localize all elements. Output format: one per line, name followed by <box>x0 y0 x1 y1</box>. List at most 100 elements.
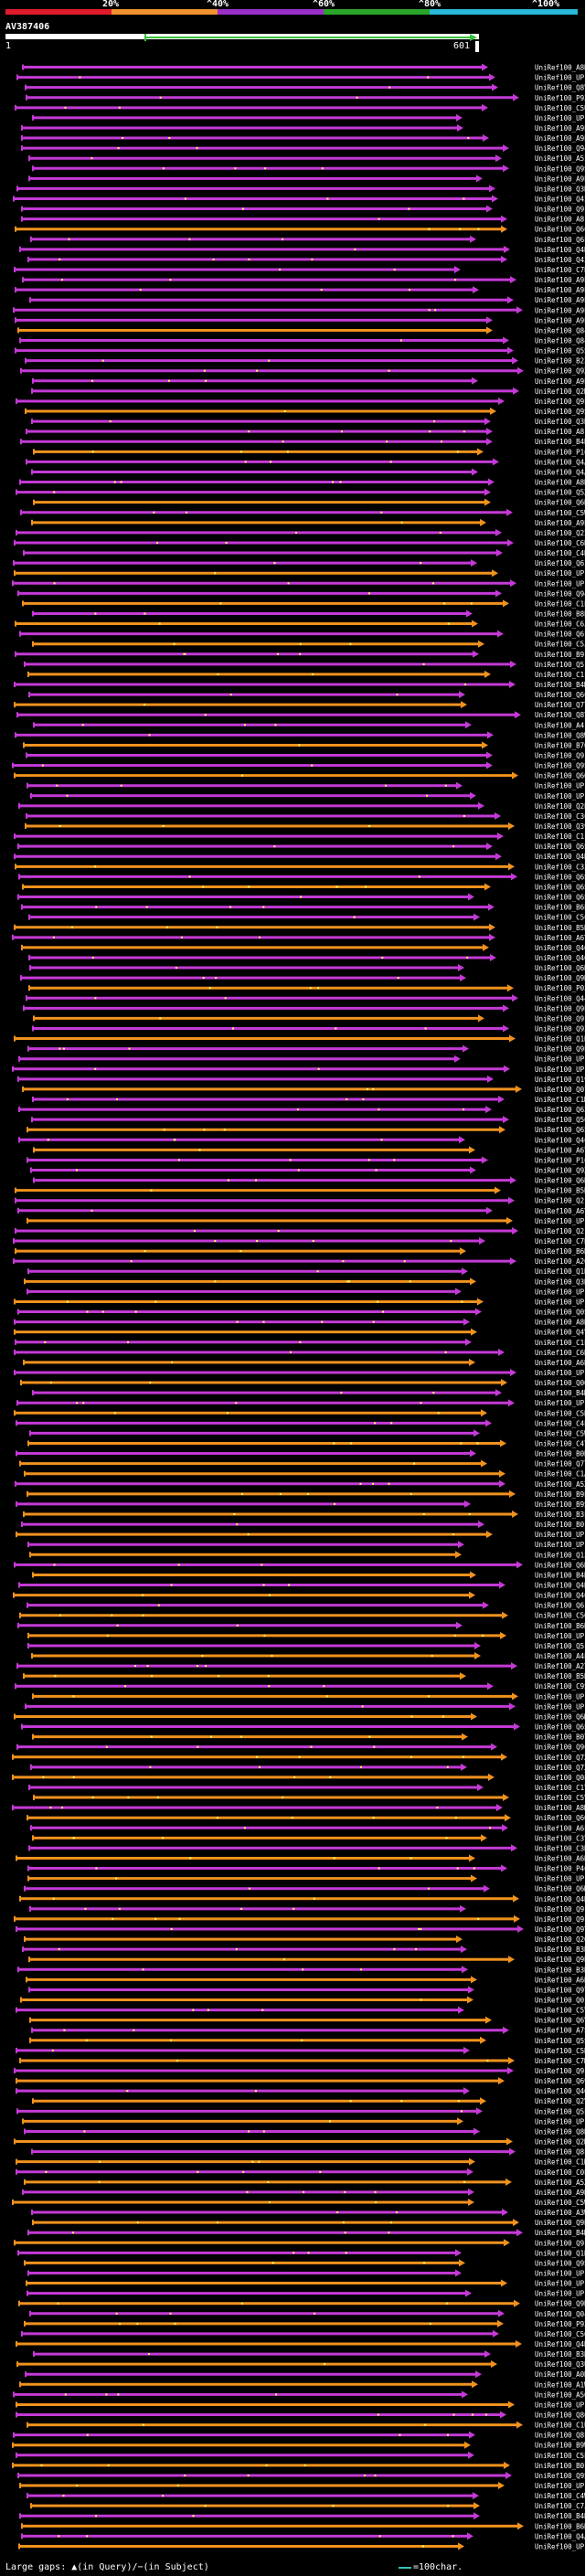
hit-label[interactable]: UniRef100_Q4G132 <box>535 954 585 962</box>
hit-row[interactable]: UniRef100_Q94JQ9 <box>21 144 585 153</box>
hit-row[interactable]: UniRef100_Q91P09 <box>26 751 585 760</box>
hit-label[interactable]: UniRef100_Q9SL09 <box>535 164 585 173</box>
hit-row[interactable]: UniRef100_B0T5U1 <box>32 1733 585 1742</box>
hit-label[interactable]: UniRef100_Q6HMM2 <box>535 964 585 972</box>
hit-label[interactable]: UniRef100_C1EA37 <box>535 599 585 608</box>
hit-label[interactable]: UniRef100_UP1000... <box>535 1531 585 1539</box>
hit-row[interactable]: UniRef100_Q8VXQ6 <box>25 83 585 92</box>
hit-row[interactable]: UniRef100_Q42421 <box>13 195 585 203</box>
hit-row[interactable]: UniRef100_A9P059 <box>31 518 585 527</box>
hit-label[interactable]: UniRef100_Q9P891 <box>535 1045 585 1054</box>
hit-row[interactable]: UniRef100_C5VB11 <box>33 1794 585 1802</box>
hit-label[interactable]: UniRef100_B6PFG8 <box>535 904 585 912</box>
hit-row[interactable]: UniRef100_UP1000... <box>27 1288 585 1296</box>
hit-label[interactable]: UniRef100_Q4DL29 <box>535 1895 585 1903</box>
hit-row[interactable]: UniRef100_UP1000... <box>25 1702 585 1711</box>
hit-label[interactable]: UniRef100_B0F639 <box>535 2462 585 2470</box>
hit-label[interactable]: UniRef100_A9P3B9 <box>535 175 585 183</box>
hit-label[interactable]: UniRef100_B2ZY25 <box>535 357 585 366</box>
hit-row[interactable]: UniRef100_Q9FP79 <box>14 2239 585 2247</box>
hit-label[interactable]: UniRef100_Q6RV16 <box>535 1177 585 1185</box>
hit-row[interactable]: UniRef100_UP1000... <box>16 2401 585 2409</box>
hit-row[interactable]: UniRef100_P46603 <box>27 1864 585 1873</box>
hit-row[interactable]: UniRef100_C1AMW8 <box>24 1469 585 1479</box>
hit-row[interactable]: UniRef100_B4MFL7 <box>27 2229 585 2237</box>
hit-row[interactable]: UniRef100_Q6HMM2 <box>29 964 585 972</box>
hit-label[interactable]: UniRef100_Q13G53 <box>535 1551 585 1559</box>
hit-row[interactable]: UniRef100_Q9C5P4 <box>16 1743 585 1752</box>
hit-label[interactable]: UniRef100_B0T5U1 <box>535 1733 585 1742</box>
hit-row[interactable]: UniRef100_UP1000... <box>12 1065 585 1074</box>
hit-row[interactable]: UniRef100_C1FE03 <box>27 670 585 679</box>
hit-label[interactable]: UniRef100_C1MS53 <box>535 1096 585 1104</box>
hit-label[interactable]: UniRef100_Q9DVW0 <box>535 2300 585 2308</box>
hit-row[interactable]: UniRef100_C1FJF1 <box>14 832 585 841</box>
hit-row[interactable]: UniRef100_Q3HTK6 <box>16 185 585 193</box>
hit-row[interactable]: UniRef100_C5NG06 <box>16 2046 585 2055</box>
hit-row[interactable]: UniRef100_Q56A46 <box>31 1116 585 1124</box>
hit-row[interactable]: UniRef100_Q4D1D3 <box>16 2340 585 2348</box>
hit-label[interactable]: UniRef100_Q5XGJ5 <box>535 489 585 497</box>
hit-label[interactable]: UniRef100_C7BGM9 <box>535 1237 585 1246</box>
hit-row[interactable]: UniRef100_A8HRU0 <box>22 63 585 72</box>
hit-label[interactable]: UniRef100_Q3KSS4 <box>535 1277 585 1286</box>
hit-label[interactable]: UniRef100_A81EX2 <box>535 216 585 224</box>
hit-label[interactable]: UniRef100_A9P3A9 <box>535 316 585 324</box>
hit-row[interactable]: UniRef100_Q6VZG2 <box>29 2016 585 2025</box>
hit-label[interactable]: UniRef100_A9P3B5 <box>535 306 585 314</box>
hit-label[interactable]: UniRef100_UP1000... <box>535 2280 585 2288</box>
hit-label[interactable]: UniRef100_Q9H458 <box>535 974 585 982</box>
hit-row[interactable]: UniRef100_B4K8P9 <box>20 438 585 446</box>
hit-row[interactable]: UniRef100_Q6MWW7 <box>24 1884 585 1893</box>
hit-label[interactable]: UniRef100_Q8LAB5 <box>535 2148 585 2157</box>
hit-row[interactable]: UniRef100_Q07UA8 <box>22 1085 585 1094</box>
hit-row[interactable]: UniRef100_Q9FP06 <box>21 205 585 214</box>
hit-row[interactable]: UniRef100_B5DR37 <box>23 1672 585 1680</box>
hit-row[interactable]: UniRef100_A9D765 <box>22 2188 585 2197</box>
hit-label[interactable]: UniRef100_Q9XED9 <box>535 367 585 376</box>
hit-row[interactable]: UniRef100_C5WP57 <box>20 508 585 517</box>
hit-label[interactable]: UniRef100_Q7Y2I5 <box>535 701 585 709</box>
hit-label[interactable]: UniRef100_Q63YS3 <box>535 1106 585 1114</box>
hit-label[interactable]: UniRef100_A9P3B4 <box>535 286 585 294</box>
hit-label[interactable]: UniRef100_C6KR18 <box>535 539 585 547</box>
hit-row[interactable]: UniRef100_B2ZY25 <box>25 356 585 366</box>
hit-row[interactable]: UniRef100_A8HMN2 <box>19 478 585 487</box>
hit-row[interactable]: UniRef100_Q6CDA1 <box>15 225 585 234</box>
hit-label[interactable]: UniRef100_Q8W158 <box>535 731 585 739</box>
hit-row[interactable]: UniRef100_P10496 <box>33 448 585 456</box>
hit-row[interactable]: UniRef100_Q5SNW5 <box>15 346 585 355</box>
hit-row[interactable]: UniRef100_Q4K285 <box>19 245 585 254</box>
hit-row[interactable]: UniRef100_Q65375 <box>27 1126 585 1134</box>
hit-label[interactable]: UniRef100_Q7XUL1 <box>535 1754 585 1762</box>
hit-row[interactable]: UniRef100_Q6D072 <box>14 1561 585 1569</box>
hit-label[interactable]: UniRef100_A81GC9 <box>535 428 585 436</box>
hit-label[interactable]: UniRef100_C7J265 <box>535 2502 585 2510</box>
hit-label[interactable]: UniRef100_B4MPC8 <box>535 1389 585 1397</box>
hit-row[interactable]: UniRef100_Q6SSD1 <box>21 1723 585 1732</box>
hit-row[interactable]: UniRef100_UP1000... <box>14 569 585 578</box>
hit-label[interactable]: UniRef100_Q4CNE1 <box>535 1136 585 1144</box>
hit-row[interactable]: UniRef100_A5IIN3 <box>28 154 585 163</box>
hit-label[interactable]: UniRef100_UP1000... <box>535 114 585 122</box>
hit-row[interactable]: UniRef100_B5DR37 <box>15 1186 585 1195</box>
hit-row[interactable]: UniRef100_Q9FFJ2 <box>29 1904 585 1913</box>
hit-label[interactable]: UniRef100_Q9FF66 <box>535 1014 585 1023</box>
hit-row[interactable]: UniRef100_C5C2N2 <box>28 913 585 922</box>
hit-label[interactable]: UniRef100_Q21MJ3 <box>535 1197 585 1205</box>
hit-row[interactable]: UniRef100_UP1000... <box>27 1541 585 1549</box>
hit-label[interactable]: UniRef100_UP1000... <box>535 782 585 790</box>
hit-label[interactable]: UniRef100_Q2MDH7 <box>535 387 585 396</box>
hit-label[interactable]: UniRef100_C6KS16 <box>535 1349 585 1357</box>
hit-row[interactable]: UniRef100_Q6I6B9 <box>13 559 585 567</box>
hit-label[interactable]: UniRef100_A8MQW1 <box>535 1804 585 1812</box>
hit-label[interactable]: UniRef100_Q4AQ8T <box>535 468 585 476</box>
hit-row[interactable]: UniRef100_UP1000... <box>30 791 585 800</box>
hit-label[interactable]: UniRef100_Q4G1Y2 <box>535 2087 585 2095</box>
hit-label[interactable]: UniRef100_C5WTC6 <box>535 2199 585 2207</box>
hit-row[interactable]: UniRef100_C3YB29 <box>32 1834 585 1842</box>
hit-label[interactable]: UniRef100_Q0SZY3 <box>535 1309 585 1317</box>
hit-label[interactable]: UniRef100_Q8LHD0 <box>535 2432 585 2440</box>
hit-label[interactable]: UniRef100_Q9FP06 <box>535 206 585 214</box>
hit-row[interactable]: UniRef100_Q44201 <box>26 994 585 1002</box>
